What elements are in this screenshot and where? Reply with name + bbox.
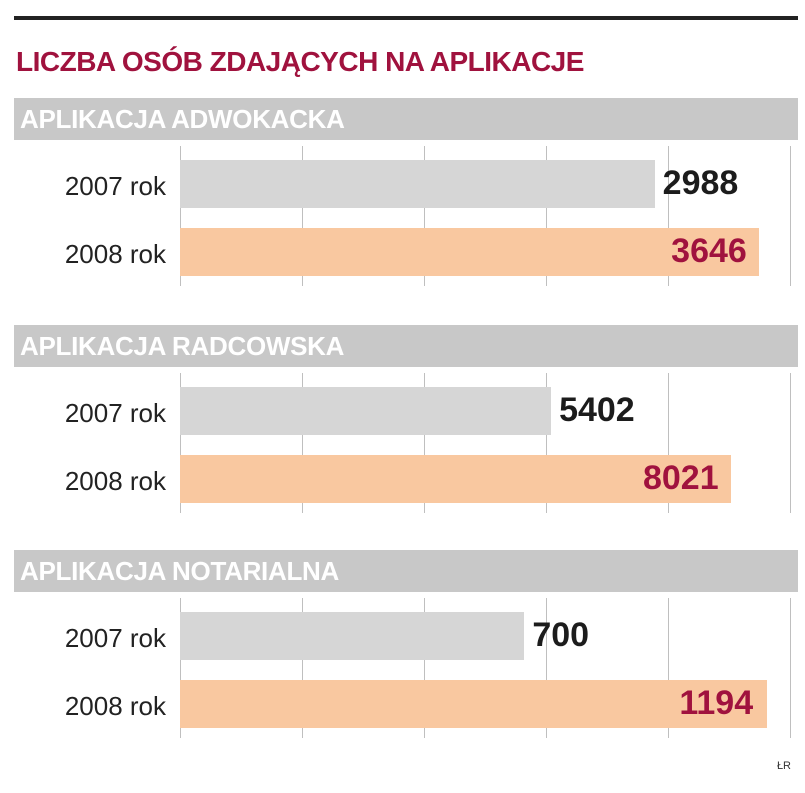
gridline — [790, 598, 791, 738]
value-label: 700 — [532, 616, 590, 654]
value-label: 1194 — [679, 684, 754, 722]
bar-2008 — [180, 228, 760, 276]
category-label: 2008 rok — [64, 239, 166, 269]
category-label: 2007 rok — [64, 171, 166, 201]
chart-panel: APLIKACJA NOTARIALNA 2007 rok 700 2008 rok 1… — [14, 550, 798, 740]
chart-title: LICZBA OSÓB ZDAJĄCYCH NA APLIKACJE — [16, 46, 584, 77]
category-label: 2007 rok — [64, 398, 166, 428]
gridline — [424, 598, 425, 738]
bar-2007 — [180, 387, 552, 435]
top-rule — [14, 16, 798, 20]
bar-2008 — [180, 680, 768, 728]
panel-title: APLIKACJA NOTARIALNA — [20, 556, 339, 586]
gridline — [546, 373, 547, 513]
gridline — [668, 373, 669, 513]
gridline — [546, 146, 547, 286]
gridline — [424, 373, 425, 513]
panel-header: APLIKACJA RADCOWSKA — [14, 325, 798, 367]
bar-2008 — [180, 455, 731, 503]
category-label: 2008 rok — [64, 691, 166, 721]
chart-panel: APLIKACJA RADCOWSKA 2007 rok 5402 2008 rok 8… — [14, 325, 798, 515]
gridline — [302, 146, 303, 286]
gridline — [790, 146, 791, 286]
bar-2007 — [180, 612, 525, 660]
gridline — [180, 146, 181, 286]
gridline — [668, 146, 669, 286]
gridline — [424, 146, 425, 286]
value-label: 8021 — [642, 459, 719, 497]
value-label: 3646 — [671, 232, 747, 270]
value-label: 5402 — [559, 391, 635, 429]
gridline — [302, 598, 303, 738]
panel-header: APLIKACJA NOTARIALNA — [14, 550, 798, 592]
category-label: 2008 rok — [64, 466, 166, 496]
gridline — [302, 373, 303, 513]
source-credit: ŁR — [776, 760, 791, 772]
category-label: 2007 rok — [64, 623, 166, 653]
chart-panel: APLIKACJA ADWOKACKA 2007 rok 2988 2008 rok 3… — [14, 98, 798, 288]
panel-title: APLIKACJA RADCOWSKA — [20, 331, 345, 361]
panel-header: APLIKACJA ADWOKACKA — [14, 98, 798, 140]
gridline — [790, 373, 791, 513]
value-label: 2988 — [662, 164, 739, 202]
bar-2007 — [180, 160, 655, 208]
gridline — [668, 598, 669, 738]
panel-title: APLIKACJA ADWOKACKA — [20, 104, 345, 134]
gridline — [180, 598, 181, 738]
gridline — [180, 373, 181, 513]
gridline — [546, 598, 547, 738]
